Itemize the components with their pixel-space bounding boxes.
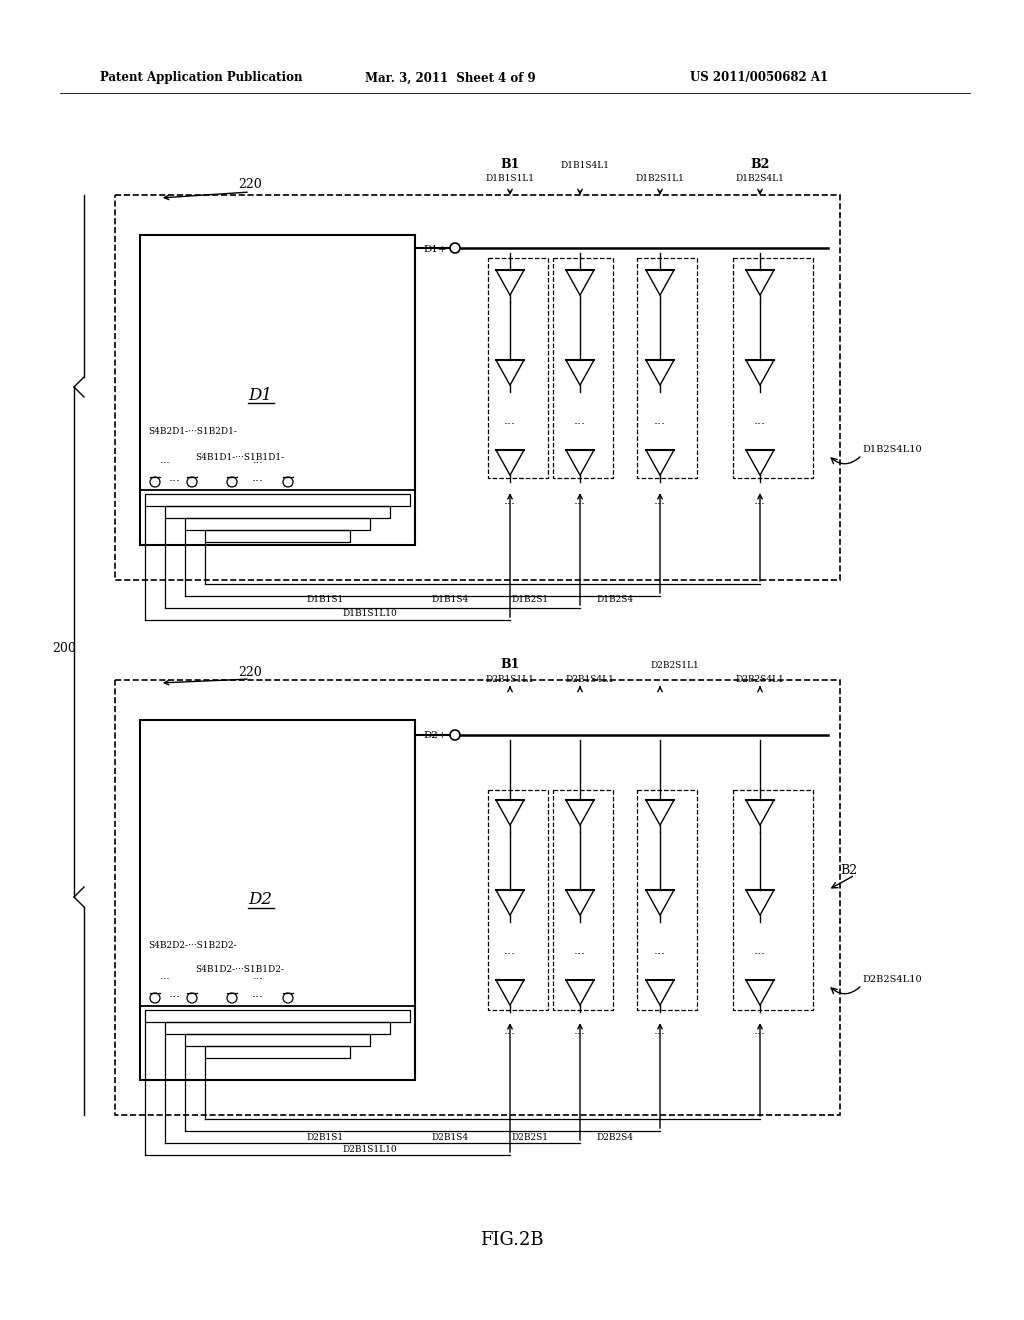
Text: ...: ... xyxy=(654,494,666,507)
Text: 200: 200 xyxy=(52,642,76,655)
Bar xyxy=(733,789,813,1010)
Text: ···: ··· xyxy=(252,475,264,488)
Text: D2B2S4: D2B2S4 xyxy=(597,1133,634,1142)
Bar xyxy=(553,789,613,1010)
Text: D1B2S4L10: D1B2S4L10 xyxy=(862,446,922,454)
Text: ...: ... xyxy=(574,945,586,957)
Text: D2B2S4L10: D2B2S4L10 xyxy=(862,975,922,985)
Bar xyxy=(145,494,410,506)
Bar xyxy=(165,506,390,517)
Text: ...: ... xyxy=(504,1024,516,1036)
Bar xyxy=(637,257,697,478)
Text: ...: ... xyxy=(654,945,666,957)
Text: D1B1S1L1: D1B1S1L1 xyxy=(485,174,535,183)
Bar xyxy=(140,719,415,1080)
Text: D2B2S4L1: D2B2S4L1 xyxy=(735,675,784,684)
Text: ...: ... xyxy=(574,494,586,507)
Text: FIG.2B: FIG.2B xyxy=(480,1232,544,1249)
Text: D2B1S4L1: D2B1S4L1 xyxy=(565,675,614,684)
Bar xyxy=(185,517,370,531)
Text: D2B1S1L10: D2B1S1L10 xyxy=(343,1146,397,1155)
Text: 220: 220 xyxy=(238,665,262,678)
Text: D2B1S4: D2B1S4 xyxy=(431,1133,469,1142)
Text: ...: ... xyxy=(754,1024,766,1036)
Text: D1B1S4L1: D1B1S4L1 xyxy=(560,161,609,170)
Text: S4B1D2-···S1B1D2-: S4B1D2-···S1B1D2- xyxy=(195,965,284,974)
Text: D1B1S1L10: D1B1S1L10 xyxy=(343,610,397,619)
Text: ...: ... xyxy=(654,414,666,428)
Text: S4B1D1-···S1B1D1-: S4B1D1-···S1B1D1- xyxy=(195,453,284,462)
Text: ...: ... xyxy=(754,945,766,957)
Text: ...: ... xyxy=(504,494,516,507)
Text: ...: ... xyxy=(654,1024,666,1036)
Bar xyxy=(115,195,840,579)
Text: Mar. 3, 2011  Sheet 4 of 9: Mar. 3, 2011 Sheet 4 of 9 xyxy=(365,71,536,84)
Text: ...: ... xyxy=(574,414,586,428)
Text: ···: ··· xyxy=(169,475,181,488)
Bar xyxy=(488,789,548,1010)
Text: D2B1S1L1: D2B1S1L1 xyxy=(485,675,535,684)
Text: D2B2S1: D2B2S1 xyxy=(512,1133,549,1142)
Text: D1B1S4: D1B1S4 xyxy=(431,595,469,605)
Bar xyxy=(205,1045,350,1059)
Text: D1: D1 xyxy=(248,387,272,404)
Text: ...: ... xyxy=(504,414,516,428)
Text: ···: ··· xyxy=(252,991,264,1005)
Text: D1+: D1+ xyxy=(423,244,446,253)
Text: D1B2S4: D1B2S4 xyxy=(596,595,634,605)
Text: D2B1S1: D2B1S1 xyxy=(306,1133,344,1142)
Bar xyxy=(553,257,613,478)
Text: US 2011/0050682 A1: US 2011/0050682 A1 xyxy=(690,71,828,84)
Text: ...: ... xyxy=(253,972,263,981)
Text: ...: ... xyxy=(574,1024,586,1036)
Text: B1: B1 xyxy=(501,657,520,671)
Bar xyxy=(205,531,350,543)
Text: S4B2D1-···S1B2D1-: S4B2D1-···S1B2D1- xyxy=(148,428,237,437)
Text: D2: D2 xyxy=(248,891,272,908)
Text: B2: B2 xyxy=(840,863,857,876)
Bar xyxy=(637,789,697,1010)
Bar xyxy=(733,257,813,478)
Text: ...: ... xyxy=(160,455,170,465)
Bar xyxy=(145,1010,410,1022)
Bar xyxy=(115,680,840,1115)
Text: S4B2D2-···S1B2D2-: S4B2D2-···S1B2D2- xyxy=(148,940,237,949)
Text: ...: ... xyxy=(754,494,766,507)
Text: 220: 220 xyxy=(238,178,262,191)
Text: ...: ... xyxy=(253,455,263,465)
Text: ...: ... xyxy=(504,945,516,957)
Text: D2B2S1L1: D2B2S1L1 xyxy=(650,661,699,671)
Text: ...: ... xyxy=(754,414,766,428)
Bar xyxy=(488,257,548,478)
Text: D1B2S1: D1B2S1 xyxy=(511,595,549,605)
Text: B1: B1 xyxy=(501,158,520,172)
Bar xyxy=(185,1034,370,1045)
Bar xyxy=(165,1022,390,1034)
Text: Patent Application Publication: Patent Application Publication xyxy=(100,71,302,84)
Text: D1B2S4L1: D1B2S4L1 xyxy=(735,174,784,183)
Text: D1B1S1: D1B1S1 xyxy=(306,595,344,605)
Text: D1B2S1L1: D1B2S1L1 xyxy=(636,174,684,183)
Text: D2+: D2+ xyxy=(423,731,446,741)
Text: ···: ··· xyxy=(169,991,181,1005)
Text: ...: ... xyxy=(160,972,170,981)
Text: B2: B2 xyxy=(751,158,770,172)
Bar xyxy=(140,235,415,545)
